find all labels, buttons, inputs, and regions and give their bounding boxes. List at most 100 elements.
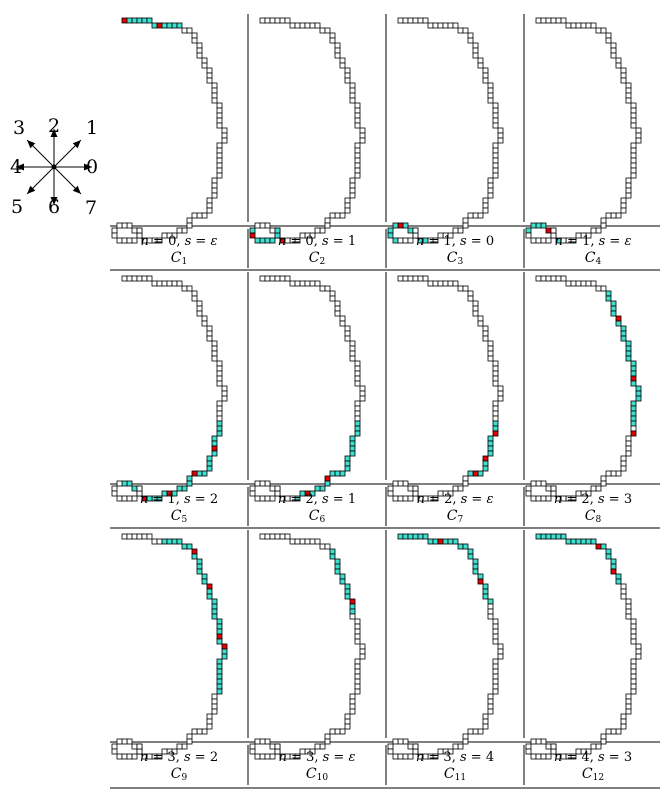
contour-cell [605,32,612,39]
contour-cell [580,538,587,545]
param-n-value: = 3, [424,750,460,765]
contour-cell [487,92,494,99]
contour-cell [354,425,361,432]
contour-cell [535,275,542,282]
contour-cell [181,543,188,550]
contour-cell [610,563,617,570]
contour-cell [482,72,489,79]
contour-cell [131,743,138,750]
contour-cell [216,147,223,154]
param-s-value: = [329,750,348,765]
contour-cell [575,22,582,29]
contour-panel-c4 [525,17,642,244]
contour-cell [625,340,632,347]
contour-cell [339,578,346,585]
panel-params-c10: n = 3, s = ε [279,750,356,765]
contour-cell [191,553,198,560]
contour-cell [216,102,223,109]
contour-cell [397,480,404,487]
param-n-value: = 3, [148,750,184,765]
contour-cell [402,222,409,229]
contour-cell [329,290,336,297]
contour-cell [171,22,178,29]
contour-cell [492,425,499,432]
contour-cell [432,538,439,545]
contour-cell [402,738,409,745]
contour-cell [610,305,617,312]
param-s-number: 2 [210,750,218,765]
contour-cell [201,57,208,64]
contour-cell [585,22,592,29]
param-n-symbol: n [140,750,148,765]
contour-cell [610,728,617,735]
contour-cell [462,543,469,550]
contour-cell [467,553,474,560]
contour-cell [610,300,617,307]
contour-cell [359,127,366,134]
contour-cell [452,280,459,287]
contour-cell [555,275,562,282]
panel-id-symbol: C [585,508,596,524]
contour-cell [136,485,143,492]
contour-cell [615,578,622,585]
panel-id-symbol: C [447,508,458,524]
param-n-symbol: n [416,234,424,249]
contour-cell [344,713,351,720]
contour-cell [216,380,223,387]
contour-cell [620,723,627,730]
contour-cell [482,465,489,472]
contour-cell [417,17,424,24]
panel-id-c10: C10 [306,766,328,783]
contour-cell [487,698,494,705]
contour-cell [545,495,552,502]
contour-cell [625,82,632,89]
contour-cell [472,563,479,570]
contour-cell [387,232,394,239]
contour-cell [221,643,228,650]
contour-cell [354,668,361,675]
contour-cell [492,117,499,124]
contour-cell [625,87,632,94]
panel-id-symbol: C [582,766,593,782]
contour-cell [329,32,336,39]
contour-cell [530,480,537,487]
direction-label-3: 3 [13,117,25,139]
contour-cell [254,222,261,229]
contour-cell [610,212,617,219]
contour-cell [211,703,218,710]
contour-cell [221,648,228,655]
contour-cell [605,290,612,297]
panel-id-c3: C3 [447,250,464,267]
contour-cell [121,480,128,487]
contour-cell [497,395,504,402]
contour-cell [211,97,218,104]
contour-cell [477,57,484,64]
contour-cell [492,628,499,635]
contour-cell [620,588,627,595]
contour-cell [216,360,223,367]
contour-cell [630,360,637,367]
contour-cell [525,232,532,239]
contour-cell [417,237,424,244]
contour-cell [535,495,542,502]
contour-cell [550,743,557,750]
contour-cell [472,52,479,59]
contour-cell [126,738,133,745]
contour-cell [477,212,484,219]
contour-cell [492,618,499,625]
grid-lines [110,14,660,789]
contour-cell [304,280,311,287]
contour-cell [620,583,627,590]
contour-cell [136,275,143,282]
contour-cell [595,27,602,34]
param-n-value: = 4, [562,750,598,765]
contour-cell [620,72,627,79]
contour-cell [530,222,537,229]
contour-cell [304,22,311,29]
contour-cell [620,325,627,332]
contour-cell [630,172,637,179]
contour-cell [126,222,133,229]
contour-cell [211,598,218,605]
contour-cell [555,495,562,502]
contour-cell [196,305,203,312]
